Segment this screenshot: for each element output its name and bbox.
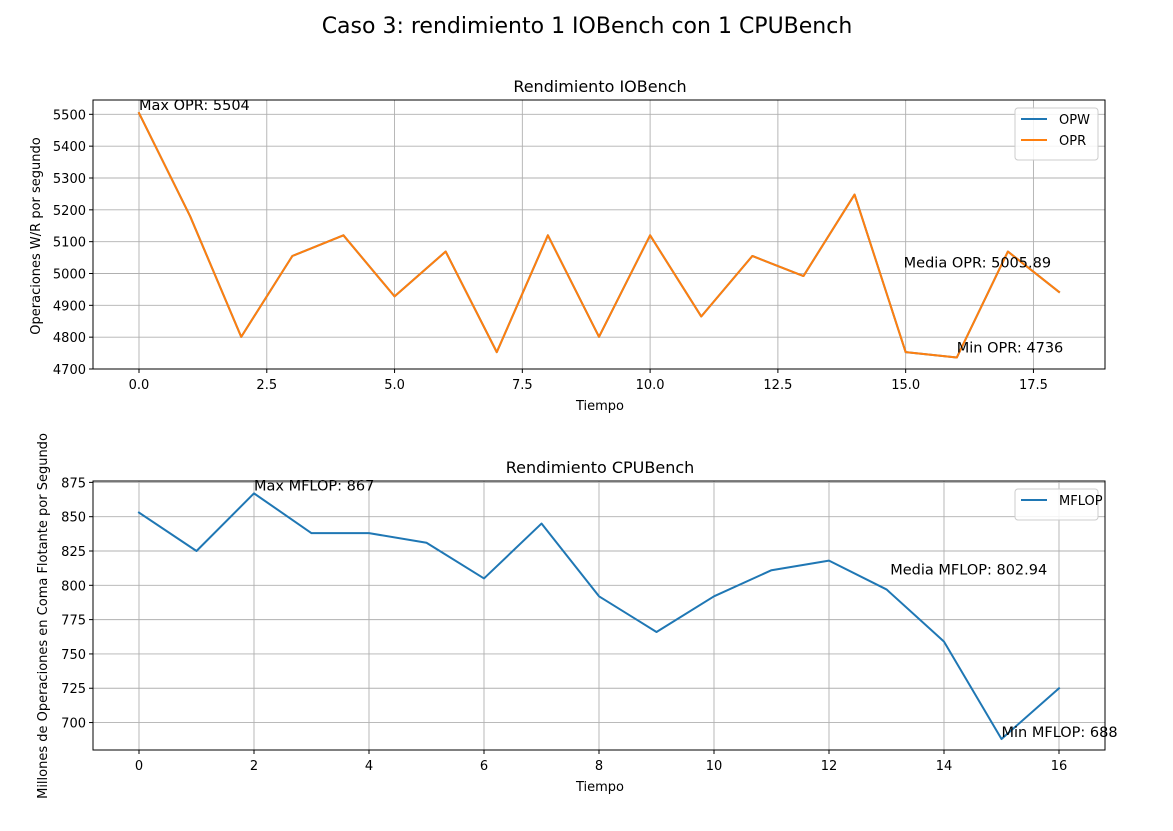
cpubench-y-tick-label: 875 <box>61 476 86 491</box>
iobench-series-opr-point <box>752 255 753 256</box>
iobench-x-axis-label: Tiempo <box>575 399 624 414</box>
iobench-annotation: Media OPR: 5005.89 <box>904 256 1051 272</box>
cpubench-x-tick-label: 4 <box>365 759 373 774</box>
cpubench-y-tick-label: 700 <box>61 717 86 732</box>
iobench-x-tick-label: 7.5 <box>512 378 533 393</box>
cpubench-y-tick-label: 775 <box>61 614 86 629</box>
iobench-annotation: Min OPR: 4736 <box>957 341 1064 357</box>
cpubench-series-mflop-point <box>311 533 312 534</box>
cpubench-y-axis-label: Millones de Operaciones en Coma Flotante… <box>36 433 51 799</box>
iobench-series-opr-point <box>905 352 906 353</box>
iobench-y-tick-label: 5000 <box>53 267 86 282</box>
iobench-chart-title: Rendimiento IOBench <box>513 77 686 96</box>
cpubench-grid <box>93 481 1105 750</box>
iobench-series-opr-point <box>496 352 497 353</box>
cpubench-annotation: Max MFLOP: 867 <box>254 478 374 494</box>
cpubench-y-tick-label: 825 <box>61 545 86 560</box>
iobench-series-opr-line <box>137 111 1061 359</box>
iobench-legend-label-opw: OPW <box>1059 113 1090 128</box>
iobench-series-opr-point <box>1059 291 1060 292</box>
cpubench-y-tick-label: 800 <box>61 579 86 594</box>
cpubench-y-tick-label: 850 <box>61 511 86 526</box>
iobench-annotation: Max OPR: 5504 <box>139 98 250 114</box>
iobench-series-opr-point <box>292 255 293 256</box>
cpubench-y-tick-label: 750 <box>61 648 86 663</box>
cpubench-legend: MFLOP <box>1014 488 1103 521</box>
cpubench-x-tick-label: 14 <box>936 759 953 774</box>
iobench-axes-frame <box>92 99 1106 370</box>
iobench-series-opr-point <box>343 235 344 236</box>
cpubench-series-mflop-point <box>426 542 427 543</box>
iobench-y-tick-label: 5300 <box>53 172 86 187</box>
cpubench-series-mflop-point <box>829 560 830 561</box>
iobench-series-opr-point <box>241 336 242 337</box>
iobench-series-opr-point <box>854 194 855 195</box>
iobench-y-axis-label: Operaciones W/R por segundo <box>29 137 44 334</box>
iobench-series-opr-point <box>599 336 600 337</box>
iobench-series-opr-point <box>803 276 804 277</box>
iobench-x-tick-label: 17.5 <box>1019 378 1048 393</box>
cpubench-series-mflop-point <box>139 512 140 513</box>
iobench-series-opr-point <box>445 251 446 252</box>
iobench-y-tick-label: 5200 <box>53 204 86 219</box>
cpubench-series-mflop-point <box>886 589 887 590</box>
iobench-chart: Rendimiento IOBench Tiempo Operaciones W… <box>29 77 1106 414</box>
iobench-series-opr-point <box>190 216 191 217</box>
figure-suptitle: Caso 3: rendimiento 1 IOBench con 1 CPUB… <box>322 14 853 39</box>
cpubench-x-tick-label: 2 <box>250 759 258 774</box>
cpubench-annotation: Min MFLOP: 688 <box>1002 725 1118 741</box>
iobench-x-tick-label: 12.5 <box>763 378 792 393</box>
cpubench-series-mflop-point <box>771 570 772 571</box>
iobench-legend-label-opr: OPR <box>1059 134 1086 149</box>
iobench-legend: OPW OPR <box>1014 107 1099 161</box>
cpubench-x-tick-label: 8 <box>595 759 603 774</box>
iobench-x-tick-label: 5.0 <box>384 378 405 393</box>
cpubench-series-mflop-point <box>944 641 945 642</box>
iobench-x-tick-label: 15.0 <box>891 378 920 393</box>
cpubench-series-mflop-point <box>714 596 715 597</box>
iobench-x-tick-label: 2.5 <box>256 378 277 393</box>
iobench-y-tick-label: 4800 <box>53 331 86 346</box>
iobench-x-tick-label: 0.0 <box>129 378 150 393</box>
cpubench-series-mflop-point <box>656 631 657 632</box>
iobench-series-opr-point <box>701 316 702 317</box>
iobench-series-opr-point <box>956 357 957 358</box>
iobench-y-tick-label: 5500 <box>53 108 86 123</box>
iobench-y-tick-label: 5100 <box>53 236 86 251</box>
cpubench-y-tick-label: 725 <box>61 682 86 697</box>
iobench-legend-box <box>1014 107 1099 161</box>
cpubench-x-tick-label: 0 <box>135 759 143 774</box>
iobench-y-tick-label: 4700 <box>53 363 86 378</box>
cpubench-legend-box <box>1014 488 1099 521</box>
cpubench-chart-title: Rendimiento CPUBench <box>506 458 695 477</box>
iobench-series-opr-point <box>394 296 395 297</box>
cpubench-series-mflop-point <box>196 550 197 551</box>
cpubench-x-tick-label: 10 <box>706 759 723 774</box>
cpubench-x-tick-label: 12 <box>821 759 838 774</box>
cpubench-series-mflop-point <box>599 596 600 597</box>
iobench-y-tick-label: 5400 <box>53 140 86 155</box>
iobench-y-tick-label: 4900 <box>53 299 86 314</box>
cpubench-series-mflop-line <box>137 492 1061 741</box>
cpubench-x-axis-label: Tiempo <box>575 780 624 795</box>
iobench-x-tick-label: 10.0 <box>636 378 665 393</box>
cpubench-series-mflop-point <box>484 578 485 579</box>
cpubench-series-mflop-point <box>541 523 542 524</box>
cpubench-legend-label-mflop: MFLOP <box>1059 494 1103 509</box>
iobench-series-opr-point <box>1007 251 1008 252</box>
cpubench-x-tick-label: 6 <box>480 759 488 774</box>
iobench-series-opr-point <box>650 235 651 236</box>
cpubench-series-mflop-point <box>369 533 370 534</box>
cpubench-chart: Rendimiento CPUBench Tiempo Millones de … <box>36 433 1118 799</box>
cpubench-series-mflop-point <box>1059 688 1060 689</box>
cpubench-x-tick-label: 16 <box>1051 759 1068 774</box>
cpubench-annotation: Media MFLOP: 802.94 <box>890 562 1047 578</box>
iobench-series-opr-point <box>547 235 548 236</box>
